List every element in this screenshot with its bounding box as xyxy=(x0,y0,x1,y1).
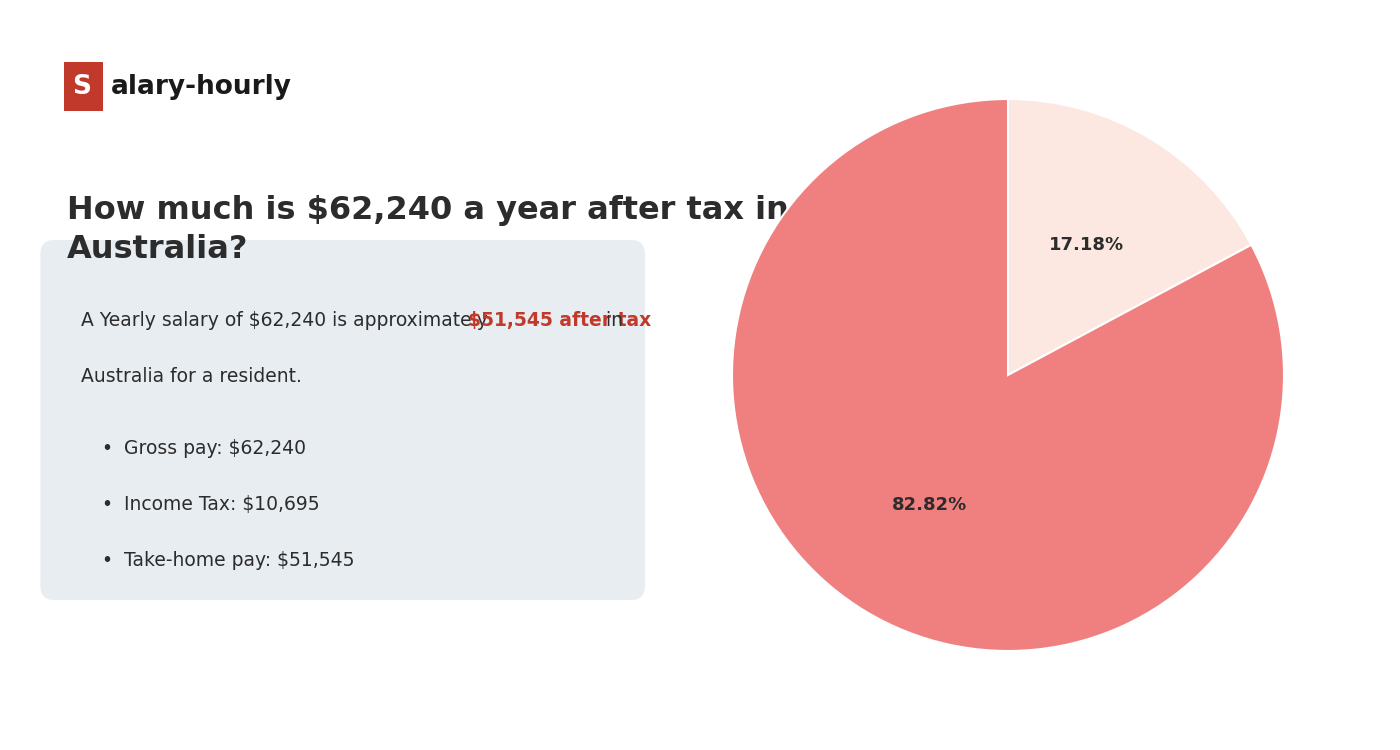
Wedge shape xyxy=(732,99,1284,651)
Text: 82.82%: 82.82% xyxy=(892,496,967,514)
Text: alary-hourly: alary-hourly xyxy=(111,74,291,100)
Text: A Yearly salary of $62,240 is approximately: A Yearly salary of $62,240 is approximat… xyxy=(81,311,494,330)
Text: Gross pay: $62,240: Gross pay: $62,240 xyxy=(125,439,307,458)
FancyBboxPatch shape xyxy=(41,240,645,600)
Text: S: S xyxy=(73,74,91,100)
Text: $51,545 after tax: $51,545 after tax xyxy=(469,311,651,330)
Text: •: • xyxy=(101,439,112,458)
Text: •: • xyxy=(101,551,112,570)
Text: Income Tax: $10,695: Income Tax: $10,695 xyxy=(125,495,321,514)
Text: How much is $62,240 a year after tax in
Australia?: How much is $62,240 a year after tax in … xyxy=(67,195,790,266)
Text: in: in xyxy=(601,311,623,330)
Text: •: • xyxy=(101,495,112,514)
Wedge shape xyxy=(1008,99,1252,375)
Text: 17.18%: 17.18% xyxy=(1049,236,1124,254)
Text: Take-home pay: $51,545: Take-home pay: $51,545 xyxy=(125,551,354,570)
FancyBboxPatch shape xyxy=(64,62,102,111)
Text: Australia for a resident.: Australia for a resident. xyxy=(81,368,301,386)
